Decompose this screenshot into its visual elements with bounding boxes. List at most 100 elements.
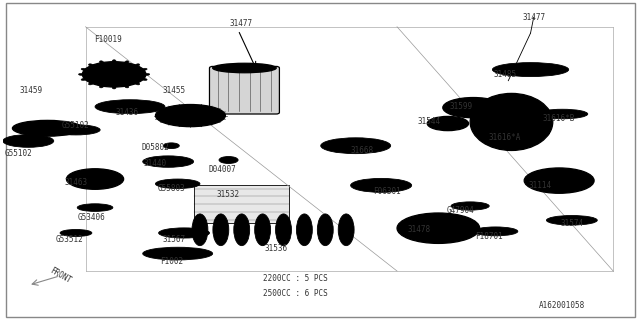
Ellipse shape [508, 130, 540, 136]
Ellipse shape [156, 179, 200, 188]
Ellipse shape [505, 65, 556, 74]
Text: 31459: 31459 [20, 86, 43, 95]
Ellipse shape [168, 144, 175, 147]
Text: 31544: 31544 [417, 117, 440, 126]
Ellipse shape [454, 119, 461, 121]
Ellipse shape [112, 86, 116, 89]
Ellipse shape [317, 214, 333, 246]
Text: F10019: F10019 [94, 35, 122, 44]
Ellipse shape [111, 103, 149, 110]
Bar [193, 185, 289, 223]
Ellipse shape [77, 204, 113, 212]
Text: G53512: G53512 [56, 235, 83, 244]
Ellipse shape [351, 178, 412, 192]
Ellipse shape [15, 138, 41, 144]
Ellipse shape [25, 124, 70, 133]
Ellipse shape [95, 100, 165, 114]
Ellipse shape [537, 173, 581, 188]
Ellipse shape [81, 68, 86, 70]
Ellipse shape [93, 67, 135, 82]
Text: 31616*A: 31616*A [489, 133, 522, 142]
Ellipse shape [259, 218, 266, 242]
Text: 31599: 31599 [449, 101, 472, 111]
Ellipse shape [445, 118, 451, 120]
Ellipse shape [156, 105, 225, 127]
Text: G55803: G55803 [157, 184, 185, 193]
Ellipse shape [99, 85, 104, 88]
Text: 31478: 31478 [408, 225, 431, 234]
Ellipse shape [135, 64, 140, 66]
Ellipse shape [276, 214, 291, 246]
Ellipse shape [154, 158, 182, 165]
Ellipse shape [483, 229, 508, 234]
Ellipse shape [435, 119, 441, 121]
Ellipse shape [83, 62, 146, 87]
Ellipse shape [435, 119, 461, 128]
Text: 31485: 31485 [493, 70, 516, 79]
Ellipse shape [67, 169, 124, 189]
Ellipse shape [492, 108, 531, 135]
Ellipse shape [62, 127, 90, 133]
Ellipse shape [431, 123, 437, 124]
Ellipse shape [459, 204, 481, 209]
Text: 2500CC : 6 PCS: 2500CC : 6 PCS [263, 289, 328, 298]
Ellipse shape [397, 213, 479, 244]
Ellipse shape [68, 231, 84, 235]
Text: F18701: F18701 [476, 232, 503, 241]
Ellipse shape [212, 63, 276, 73]
Ellipse shape [135, 83, 140, 85]
Ellipse shape [60, 229, 92, 236]
Ellipse shape [170, 230, 198, 236]
Text: 31114: 31114 [529, 181, 552, 190]
Ellipse shape [459, 123, 465, 124]
Ellipse shape [145, 73, 150, 75]
Ellipse shape [159, 228, 209, 238]
Text: 31668: 31668 [351, 146, 374, 155]
Ellipse shape [163, 143, 179, 148]
Ellipse shape [474, 227, 518, 236]
Ellipse shape [112, 60, 116, 62]
Text: D04007: D04007 [209, 165, 236, 174]
Ellipse shape [192, 214, 208, 246]
Ellipse shape [301, 218, 308, 242]
Ellipse shape [88, 83, 93, 85]
Ellipse shape [12, 120, 83, 136]
Ellipse shape [224, 158, 234, 162]
FancyBboxPatch shape [209, 67, 280, 114]
Ellipse shape [280, 218, 287, 242]
Ellipse shape [142, 78, 147, 80]
Ellipse shape [89, 177, 101, 181]
Text: 31574: 31574 [560, 219, 584, 228]
Ellipse shape [52, 125, 100, 135]
Ellipse shape [443, 98, 504, 118]
Ellipse shape [413, 219, 464, 238]
Text: 31477: 31477 [522, 13, 545, 22]
Ellipse shape [234, 214, 250, 246]
Text: 31463: 31463 [65, 178, 88, 187]
Ellipse shape [499, 128, 550, 138]
Ellipse shape [524, 168, 594, 193]
Ellipse shape [143, 156, 193, 167]
Ellipse shape [88, 64, 93, 66]
Text: G47904: G47904 [447, 206, 474, 215]
Ellipse shape [77, 173, 113, 185]
Ellipse shape [125, 61, 129, 63]
Ellipse shape [547, 111, 578, 117]
Ellipse shape [456, 102, 491, 113]
Text: 31440: 31440 [144, 159, 167, 168]
Ellipse shape [255, 214, 271, 246]
Ellipse shape [321, 138, 390, 154]
Text: 2200CC : 5 PCS: 2200CC : 5 PCS [263, 275, 328, 284]
Ellipse shape [239, 218, 245, 242]
Text: 31536: 31536 [265, 244, 288, 253]
Ellipse shape [537, 109, 588, 119]
Ellipse shape [79, 73, 84, 75]
Ellipse shape [547, 215, 597, 225]
Ellipse shape [435, 126, 441, 128]
Ellipse shape [454, 126, 461, 128]
Ellipse shape [362, 181, 400, 189]
Ellipse shape [3, 135, 54, 147]
Text: G55102: G55102 [62, 121, 90, 130]
Ellipse shape [219, 156, 238, 164]
Ellipse shape [142, 68, 147, 70]
